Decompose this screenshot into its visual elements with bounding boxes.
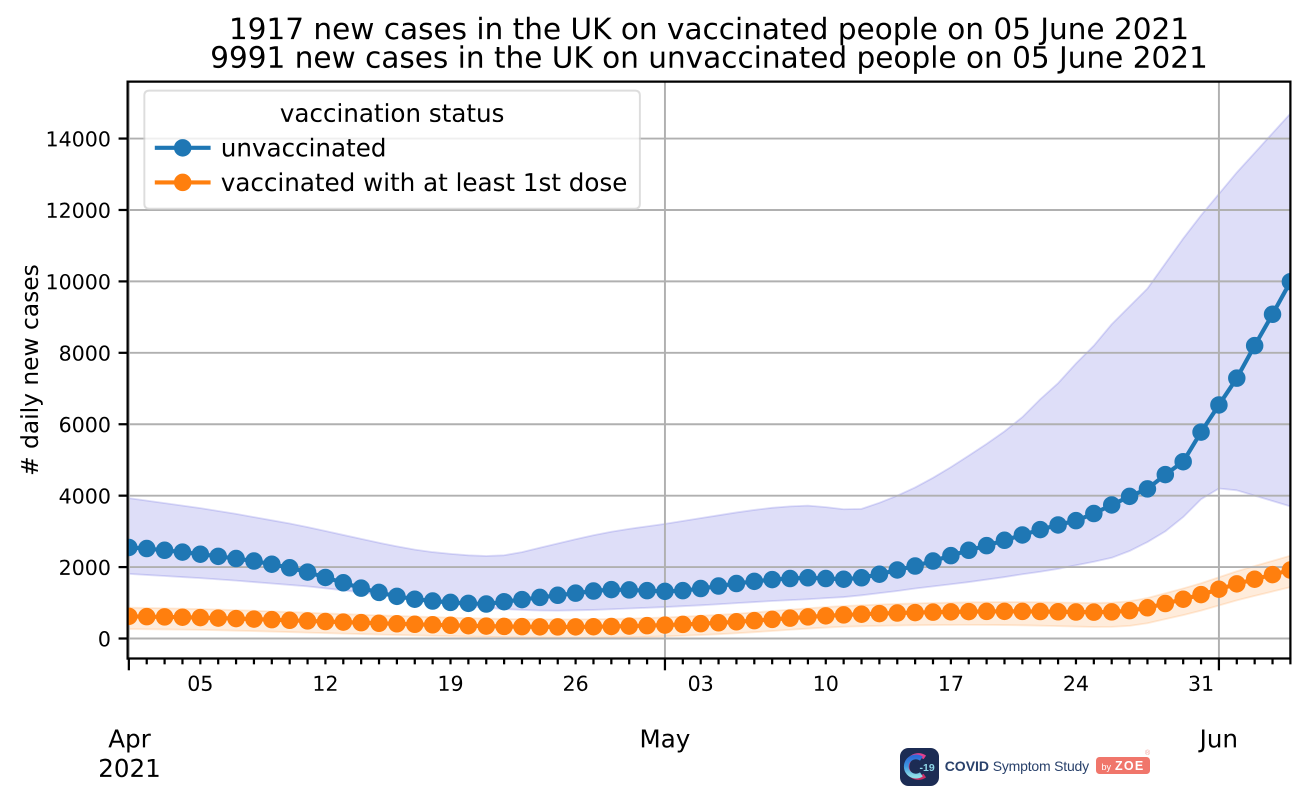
svg-text:-19: -19 xyxy=(919,762,934,774)
